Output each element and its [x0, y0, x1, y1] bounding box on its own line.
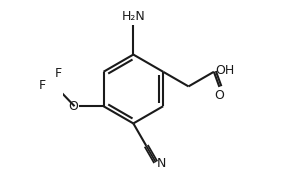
- Text: O: O: [214, 89, 224, 102]
- Text: O: O: [68, 100, 78, 113]
- Text: H₂N: H₂N: [122, 10, 146, 23]
- Text: N: N: [157, 157, 166, 170]
- Text: F: F: [55, 67, 62, 80]
- Text: OH: OH: [215, 64, 235, 77]
- Text: F: F: [39, 79, 46, 92]
